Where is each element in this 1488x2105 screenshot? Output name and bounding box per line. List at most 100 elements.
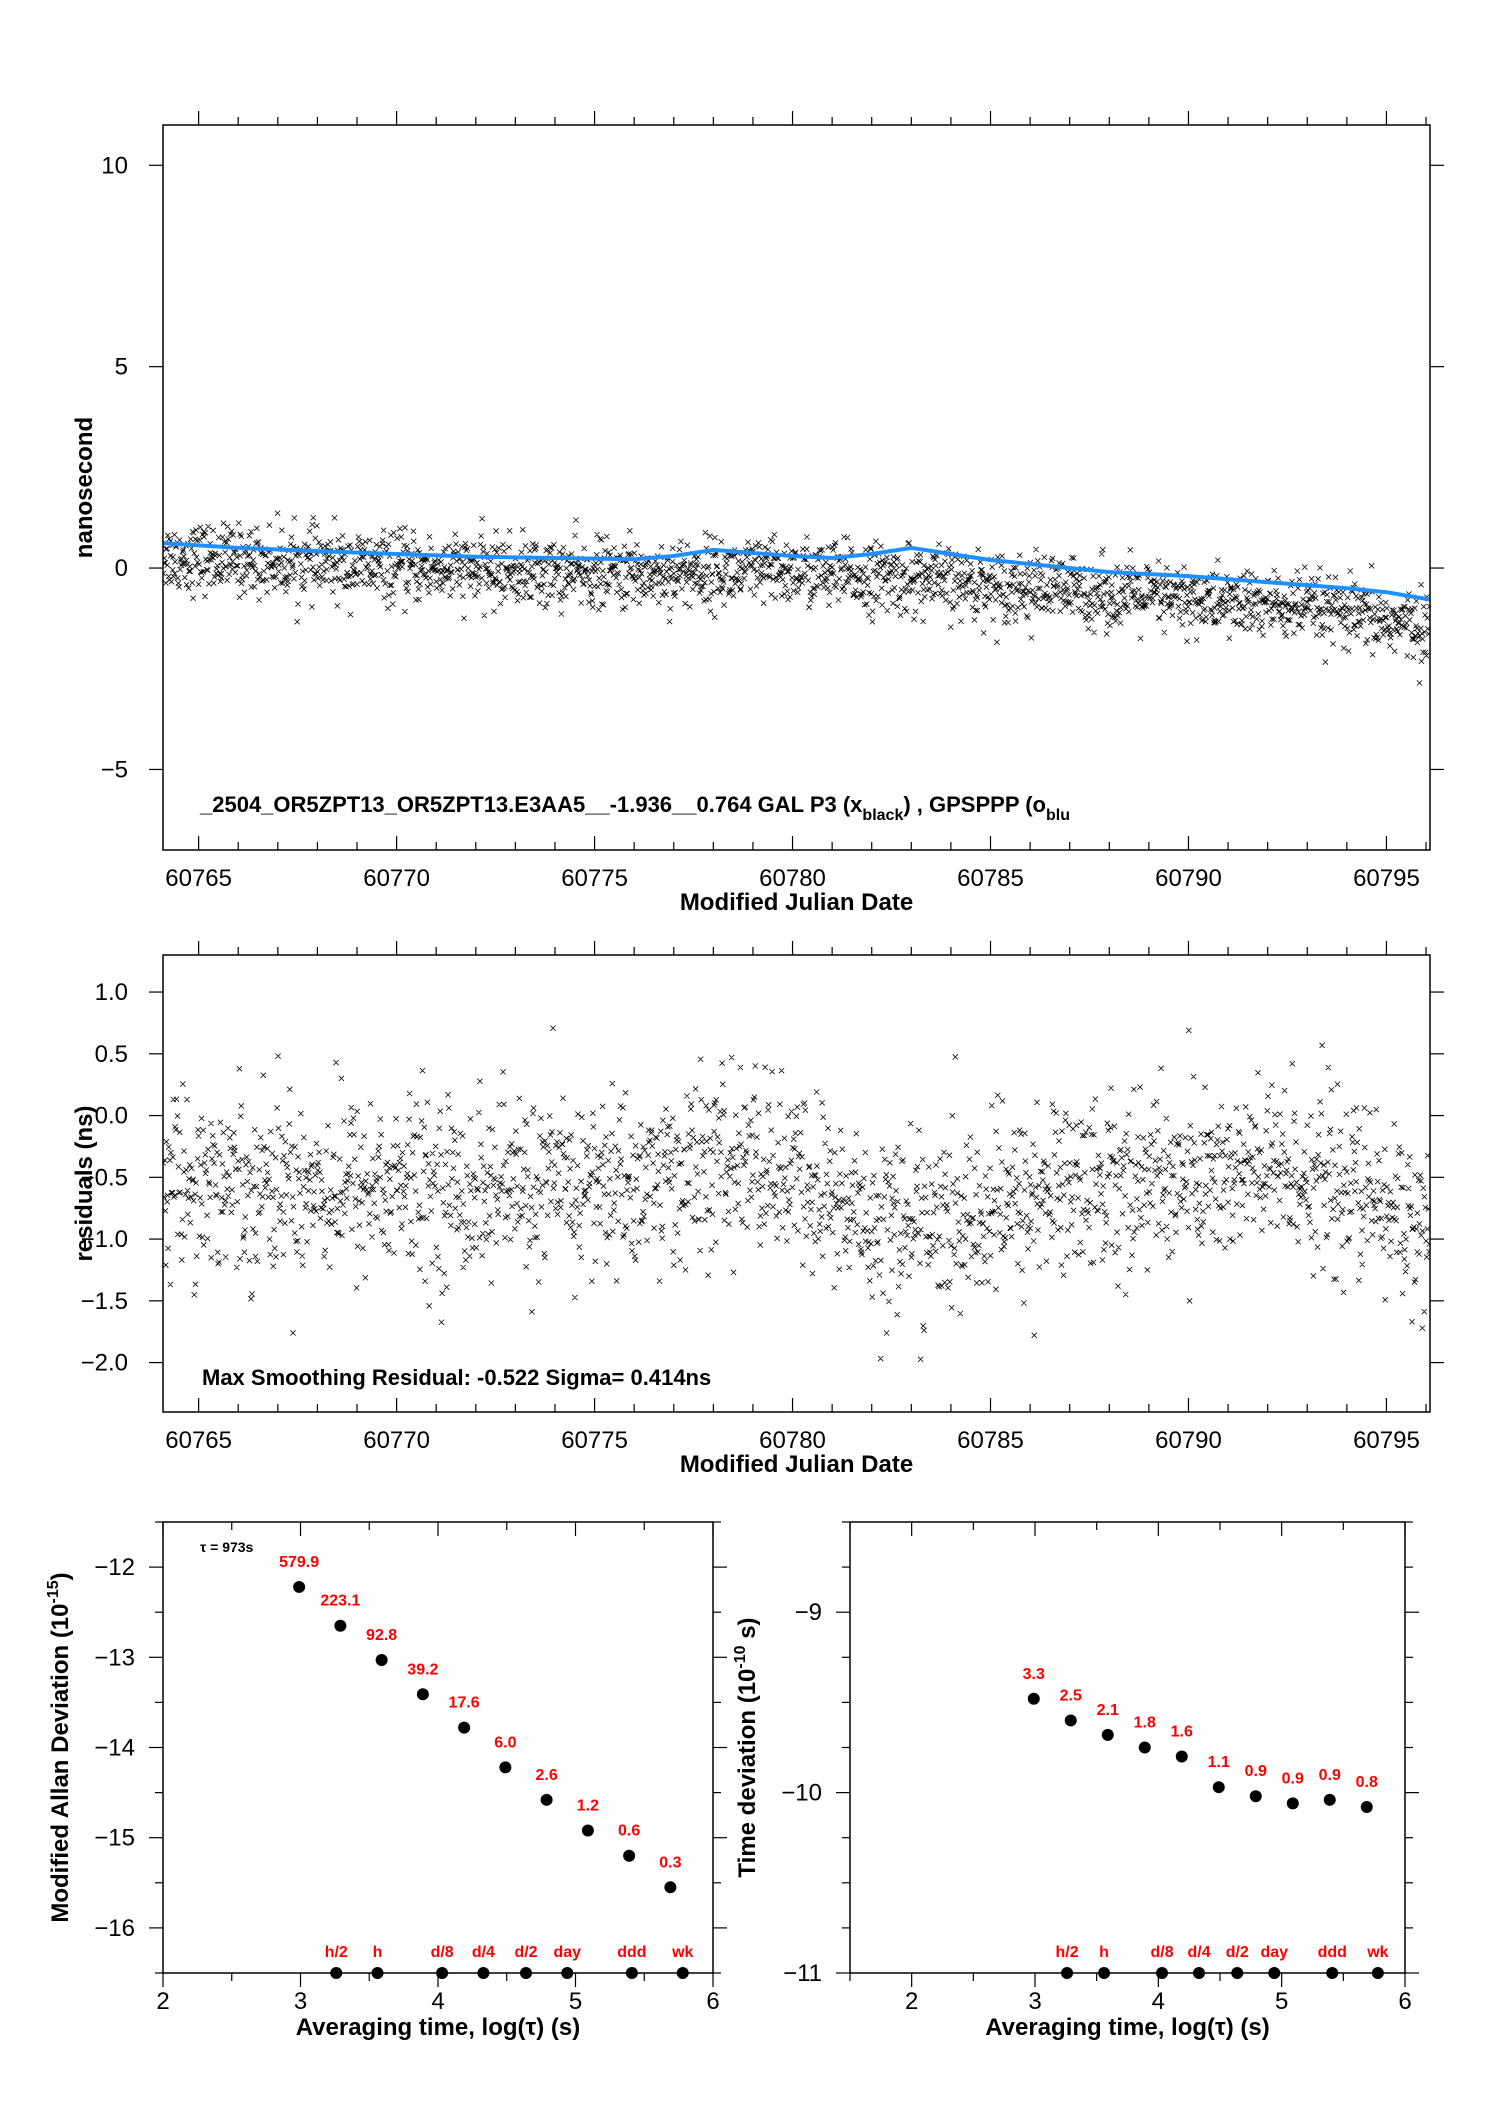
y-tick-label: −5 [101, 756, 128, 783]
y-tick-label: −2.0 [81, 1350, 128, 1377]
x-tick-label: 60780 [759, 1427, 826, 1454]
y-axis-title-ylabel_sup: -15 [45, 1580, 62, 1603]
y-tick-label: −0.5 [81, 1164, 128, 1191]
annotation-annotation: _2504_OR5ZPT13_OR5ZPT13.E3AA5__-1.936__0… [199, 792, 863, 817]
data-label: 39.2 [407, 1661, 438, 1678]
x-tick-label: 6 [1398, 1988, 1411, 2015]
data-point [1064, 1714, 1077, 1727]
y-tick-label: 5 [115, 354, 128, 381]
y-tick-label: −14 [94, 1735, 135, 1762]
annotation-annotation_sub2: blu [1046, 807, 1070, 824]
y-tick-label: −1.5 [81, 1288, 128, 1315]
data-point-x-markers [163, 510, 1430, 686]
mdev-panel: 2 3 4 5 6 −12 −13 −14 −15 −16 Averaging time, log(… [45, 1521, 727, 2041]
data-label: 0.9 [1319, 1767, 1341, 1784]
data-label: 17.6 [449, 1695, 480, 1712]
y-axis-title: Modified Allan Deviation (10-15) [45, 1572, 74, 1922]
timescale-label: ddd [1318, 1944, 1347, 1961]
top-plot-area [163, 510, 1430, 686]
residuals-panel: 60765 60770 60775 60780 60785 60790 60795 1.0 0.… [71, 941, 1444, 1478]
y-tick-label: −12 [94, 1554, 135, 1581]
residual-annotation: Max Smoothing Residual: -0.522 Sigma= 0.… [202, 1365, 711, 1390]
timescale-label: h [373, 1944, 383, 1961]
series-line-gpsppp [163, 541, 1430, 602]
tdev-frame [849, 1521, 1406, 1974]
data-label: 1.6 [1171, 1724, 1193, 1741]
data-label: 92.8 [366, 1627, 397, 1644]
x-tick-label: 60775 [561, 1427, 628, 1454]
data-point [540, 1793, 553, 1806]
timescale-label: day [1260, 1944, 1288, 1961]
data-point [1249, 1790, 1262, 1803]
y-axis-title: Time deviation (10-10 s) [732, 1617, 761, 1877]
x-axis-title: Modified Julian Date [680, 1451, 913, 1478]
x-tick-label: 2 [905, 1988, 918, 2015]
data-point [293, 1580, 306, 1593]
timescale-label: d/2 [514, 1944, 537, 1961]
x-tick-label: 60770 [363, 1427, 430, 1454]
y-tick-label: −16 [94, 1915, 135, 1942]
data-point [1101, 1728, 1114, 1741]
y-tick-label: 1.0 [95, 979, 128, 1006]
y-tick-label: −11 [783, 1960, 822, 1987]
mdev-frame [162, 1521, 714, 1974]
tau-label: τ = 973s [200, 1539, 254, 1555]
timescale-label: day [553, 1944, 581, 1961]
data-label: 6.0 [494, 1734, 516, 1751]
y-tick-label: −15 [94, 1825, 135, 1852]
x-tick-label: 60790 [1155, 865, 1222, 892]
y-axis-title-ylabel_sup: -10 [732, 1645, 749, 1668]
y-axis-title-ylabel_tail: ) [47, 1572, 74, 1580]
data-point-x-markers [163, 1025, 1430, 1363]
data-label: 1.8 [1134, 1715, 1156, 1732]
y-axis-title: nanosecond [71, 417, 98, 558]
timescale-label: d/8 [1150, 1944, 1173, 1961]
data-point [334, 1619, 347, 1632]
data-label: 0.9 [1245, 1763, 1267, 1780]
x-tick-label: 60785 [957, 1427, 1024, 1454]
y-tick-label: 0.5 [95, 1041, 128, 1068]
data-point [1286, 1797, 1299, 1810]
x-tick-label: 60785 [957, 865, 1024, 892]
annotation-annotation_tail: ) , GPSPPP (o [903, 792, 1046, 817]
data-point [1175, 1750, 1188, 1763]
y-tick-label: −10 [781, 1780, 822, 1807]
data-label: 579.9 [279, 1554, 319, 1571]
x-tick-label: 6 [706, 1988, 719, 2015]
x-axis-title: Averaging time, log(τ) (s) [296, 2014, 581, 2041]
x-tick-label: 60775 [561, 865, 628, 892]
data-point [499, 1761, 512, 1774]
data-label: 1.2 [577, 1797, 599, 1814]
x-tick-label: 4 [1152, 1988, 1165, 2015]
timescale-label: d/2 [1226, 1944, 1249, 1961]
x-tick-label: 4 [431, 1988, 444, 2015]
y-tick-label: 0 [115, 555, 128, 582]
residuals-plot-area [163, 1025, 1430, 1363]
data-label: 223.1 [320, 1593, 360, 1610]
x-tick-label: 60795 [1353, 1427, 1420, 1454]
data-point [1360, 1801, 1373, 1814]
x-tick-label: 3 [1028, 1988, 1041, 2015]
data-point [1027, 1692, 1040, 1705]
data-label: 2.6 [536, 1767, 558, 1784]
x-tick-label: 5 [1275, 1988, 1288, 2015]
y-tick-label: −9 [795, 1599, 822, 1626]
x-tick-label: 5 [569, 1988, 582, 2015]
residuals-frame [162, 954, 1431, 1413]
top-frame [162, 124, 1431, 851]
x-tick-label: 2 [156, 1988, 169, 2015]
data-label: 2.1 [1097, 1702, 1119, 1719]
x-tick-label: 60765 [165, 1427, 232, 1454]
x-tick-label: 60790 [1155, 1427, 1222, 1454]
x-axis-title: Averaging time, log(τ) (s) [985, 2014, 1270, 2041]
y-axis-title: residuals (ns) [71, 1105, 98, 1261]
y-axis-title-ylabel: Time deviation (10 [734, 1669, 761, 1878]
data-label: 1.1 [1208, 1754, 1230, 1771]
data-label: 0.3 [659, 1854, 681, 1871]
data-point [1323, 1793, 1336, 1806]
timescale-label: h/2 [325, 1944, 348, 1961]
timescale-label: d/8 [431, 1944, 454, 1961]
y-axis-title-ylabel_tail: s) [734, 1617, 761, 1645]
timescale-label: h/2 [1056, 1944, 1079, 1961]
